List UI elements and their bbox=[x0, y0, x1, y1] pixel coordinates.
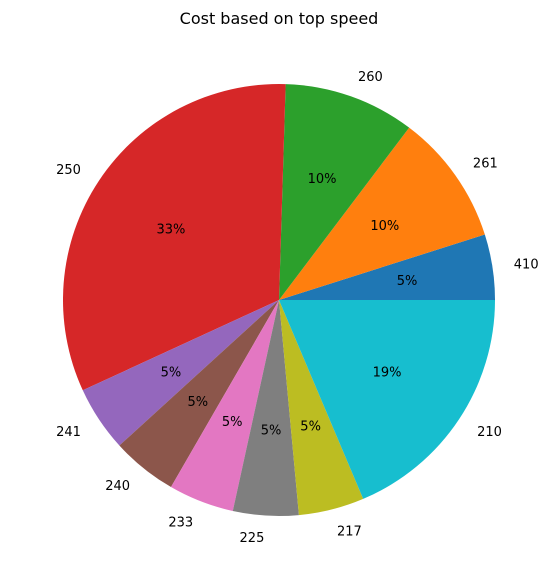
pie-slice-241 bbox=[82, 300, 279, 446]
pie-slice-261 bbox=[279, 127, 485, 300]
slice-percent-label: 5% bbox=[261, 423, 282, 438]
slice-percent-label: 33% bbox=[157, 222, 186, 237]
slice-category-label: 240 bbox=[105, 479, 130, 494]
chart-title: Cost based on top speed bbox=[180, 9, 379, 28]
pie-slice-217 bbox=[279, 300, 364, 516]
pie-slice-233 bbox=[171, 300, 279, 511]
slice-category-label: 250 bbox=[56, 163, 81, 178]
slice-category-label: 261 bbox=[473, 157, 498, 172]
slice-category-label: 233 bbox=[168, 516, 193, 531]
slice-category-label: 241 bbox=[56, 425, 81, 440]
pie-slice-410 bbox=[279, 234, 495, 300]
pie-slice-210 bbox=[279, 300, 495, 499]
slice-percent-label: 10% bbox=[370, 219, 399, 234]
slice-category-label: 225 bbox=[240, 531, 265, 546]
slice-percent-label: 5% bbox=[187, 395, 208, 410]
pie-slice-225 bbox=[232, 300, 299, 516]
slice-percent-label: 5% bbox=[161, 366, 182, 381]
slice-percent-label: 5% bbox=[222, 415, 243, 430]
slice-category-label: 410 bbox=[514, 258, 539, 273]
slice-category-label: 217 bbox=[337, 524, 362, 539]
pie-slice-250 bbox=[62, 84, 286, 391]
slice-percent-label: 5% bbox=[300, 420, 321, 435]
pie-slices bbox=[62, 84, 495, 516]
slice-percent-label: 5% bbox=[397, 274, 418, 289]
pie-slice-260 bbox=[279, 84, 410, 300]
pie-slice-240 bbox=[119, 300, 279, 488]
slice-labels: 410 5% 261 10% 260 10% 250 33% 241 5% 240 5% 233 5% 22… bbox=[56, 70, 539, 546]
slice-category-label: 210 bbox=[477, 425, 502, 440]
slice-category-label: 260 bbox=[358, 70, 383, 85]
slice-percent-label: 19% bbox=[373, 366, 402, 381]
slice-percent-label: 10% bbox=[308, 172, 337, 187]
